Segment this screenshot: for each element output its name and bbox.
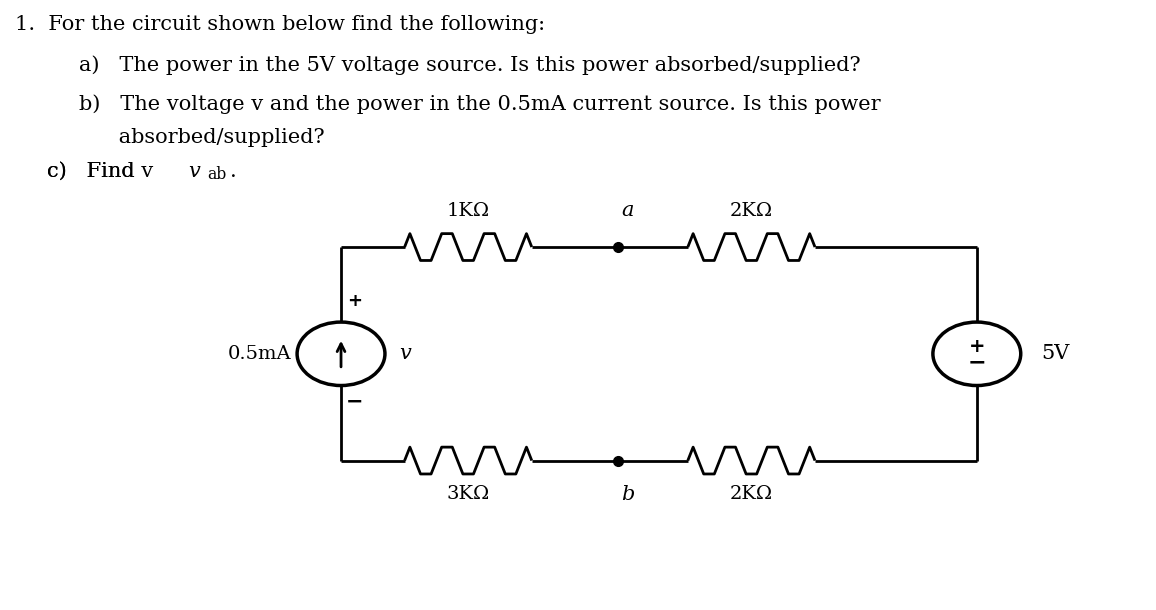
Text: a)   The power in the 5V voltage source. Is this power absorbed/supplied?: a) The power in the 5V voltage source. I… <box>79 55 860 74</box>
Text: 5V: 5V <box>1042 344 1070 364</box>
Ellipse shape <box>933 322 1021 386</box>
Text: b)   The voltage v and the power in the 0.5mA current source. Is this power: b) The voltage v and the power in the 0.… <box>79 95 880 114</box>
Text: v: v <box>399 344 410 364</box>
Text: 0.5mA: 0.5mA <box>228 345 291 363</box>
Text: +: + <box>969 337 985 356</box>
Text: +: + <box>347 292 362 310</box>
Text: c)   Find v: c) Find v <box>47 162 154 181</box>
Text: b: b <box>621 485 635 504</box>
Text: v: v <box>188 162 200 181</box>
Text: ab: ab <box>207 166 227 183</box>
Text: 1KΩ: 1KΩ <box>446 201 490 220</box>
Text: 3KΩ: 3KΩ <box>446 485 490 503</box>
Text: 2KΩ: 2KΩ <box>729 485 773 503</box>
Text: c)   Find: c) Find <box>47 162 142 181</box>
Text: 2KΩ: 2KΩ <box>729 201 773 220</box>
Ellipse shape <box>297 322 385 386</box>
Text: a: a <box>622 201 633 220</box>
Text: absorbed/supplied?: absorbed/supplied? <box>79 128 324 147</box>
Text: −: − <box>346 392 363 412</box>
Text: −: − <box>968 353 986 372</box>
Text: 1.  For the circuit shown below find the following:: 1. For the circuit shown below find the … <box>15 15 546 34</box>
Text: .: . <box>230 162 237 181</box>
